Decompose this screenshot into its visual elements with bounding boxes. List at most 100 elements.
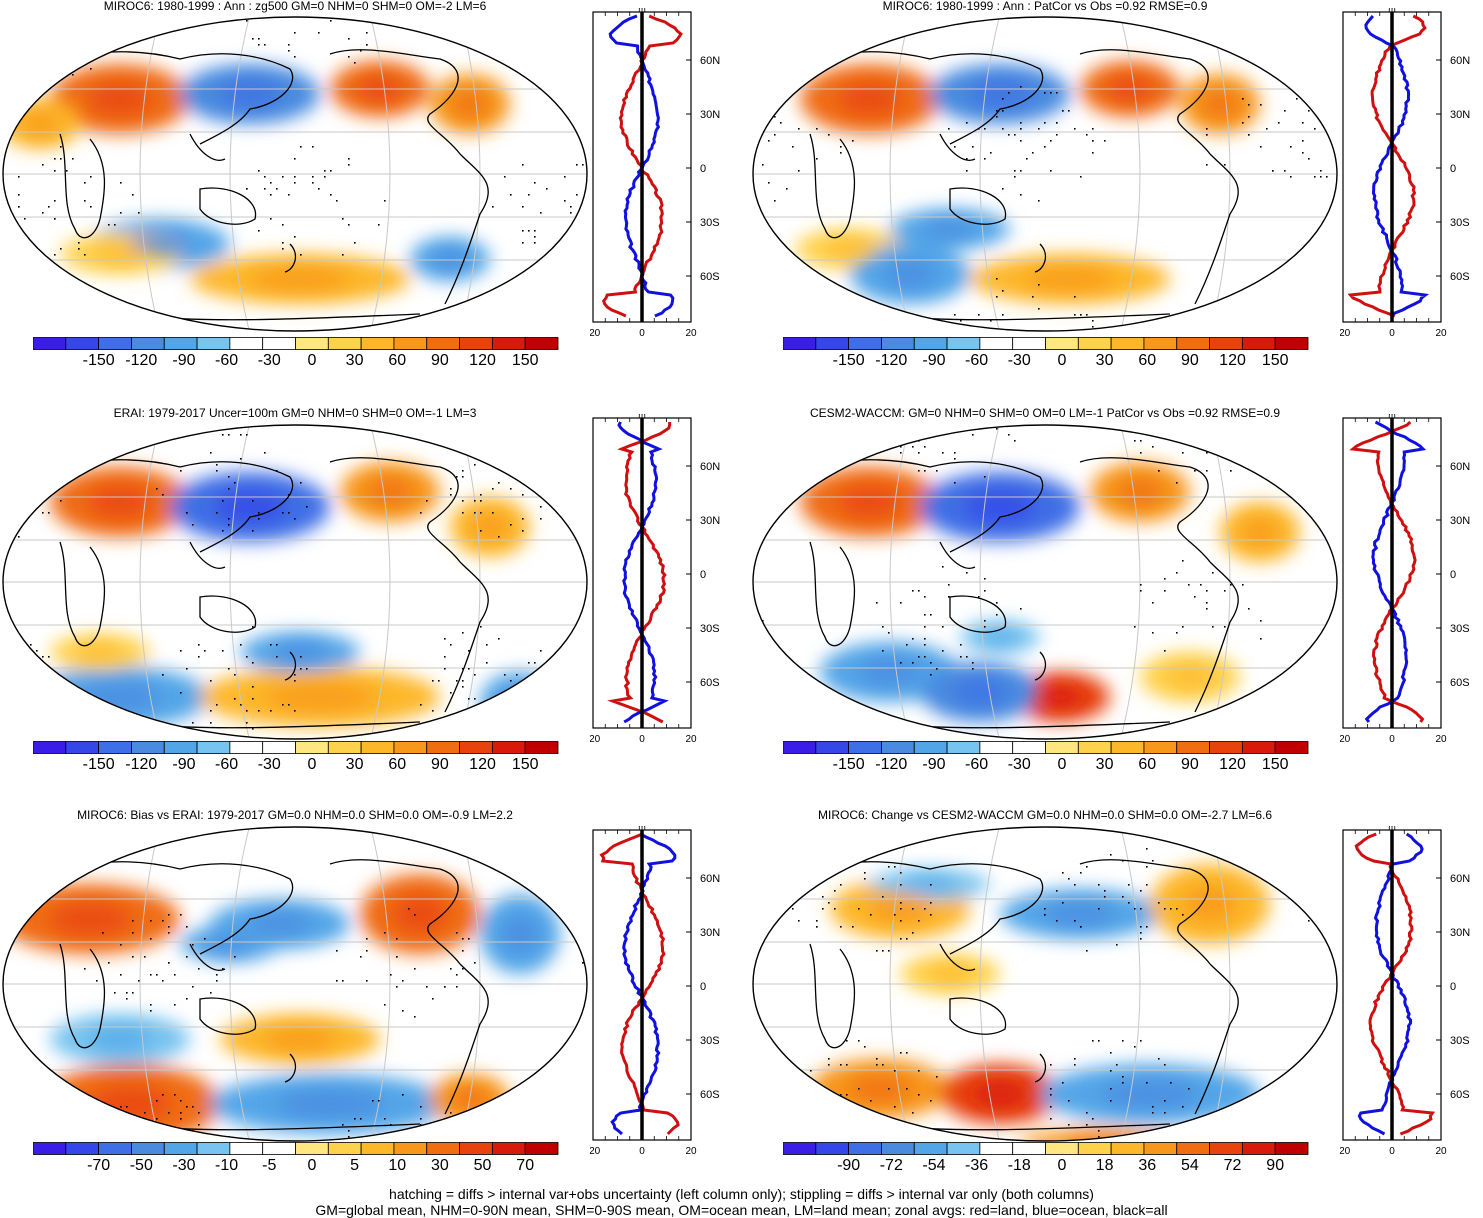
zonal-ocean-line <box>617 421 669 724</box>
zonal-x-tick-label: 0 <box>639 1146 645 1157</box>
colorbar-swatch <box>1110 1142 1145 1155</box>
colorbar-tick-label: -5 <box>262 1157 277 1174</box>
colorbar-tick-label: -90 <box>922 352 946 369</box>
colorbar-swatch <box>33 337 67 350</box>
colorbar-tick-label: -30 <box>257 352 281 369</box>
map-plot <box>2 16 588 332</box>
map-plot <box>752 424 1338 740</box>
colorbar-tick-label: -72 <box>879 1157 903 1174</box>
zonal-lat-tick-label: 0 <box>1450 981 1456 993</box>
panel-title: MIROC6: 1980-1999 : Ann : PatCor vs Obs … <box>882 0 1208 13</box>
zonal-units-label: m <box>638 8 646 14</box>
colorbar-swatch <box>295 337 329 350</box>
zonal-x-tick-label: 20 <box>1435 328 1447 339</box>
zonal-x-tick-label: 20 <box>685 734 697 745</box>
colorbar-swatch <box>262 741 296 754</box>
colorbar-swatch <box>426 741 460 754</box>
colorbar-swatch <box>1012 741 1046 754</box>
map-plot <box>752 826 1338 1142</box>
colorbar-swatch <box>33 741 67 754</box>
colorbar-swatch <box>262 337 296 350</box>
colorbar-tick-label: 60 <box>388 352 407 369</box>
zonal-land-line <box>599 832 680 1136</box>
colorbar-swatch <box>1176 1142 1210 1155</box>
colorbar-swatch <box>815 337 850 350</box>
colorbar-swatch <box>815 741 850 754</box>
colorbar <box>33 337 559 350</box>
zonal-lat-tick-label: 60S <box>700 1089 720 1101</box>
colorbar <box>783 1142 1309 1155</box>
footer-note-1: hatching = diffs > internal var+obs unce… <box>389 1186 1094 1202</box>
colorbar-tick-label: 120 <box>469 756 496 773</box>
zonal-mean-plot: m -20 0 20 60N 30N 0 30S 60S <box>590 414 720 745</box>
zonal-x-tick-label: 0 <box>639 328 645 339</box>
colorbar-tick-label: 30 <box>345 756 364 773</box>
colorbar-swatch <box>393 337 428 350</box>
zonal-lat-tick-label: 60N <box>700 873 720 885</box>
zonal-units-label: m <box>638 414 646 420</box>
colorbar-tick-label: 0 <box>307 756 317 773</box>
colorbar-swatch <box>1077 1142 1112 1155</box>
zonal-x-tick-label: -20 <box>1340 734 1351 745</box>
colorbar-tick-label: 0 <box>1057 352 1067 369</box>
colorbar-swatch <box>1274 337 1309 350</box>
colorbar-tick-label: 90 <box>430 756 449 773</box>
colorbar-swatch <box>1241 741 1276 754</box>
zonal-lat-tick-label: 30S <box>700 217 720 229</box>
zonal-lat-tick-label: 30N <box>700 515 720 527</box>
colorbar-swatch <box>1012 337 1046 350</box>
colorbar-tick-label: 90 <box>1266 1157 1285 1174</box>
zonal-land-line <box>1354 832 1436 1136</box>
zonal-x-tick-label: 0 <box>1389 328 1395 339</box>
colorbar-tick-label: -90 <box>172 756 196 773</box>
zonal-lat-tick-label: 60S <box>700 271 720 283</box>
panel-title: MIROC6: Bias vs ERAI: 1979-2017 GM=0.0 N… <box>77 808 513 822</box>
zonal-x-tick-label: -20 <box>1340 328 1351 339</box>
colorbar-tick-label: 120 <box>1219 756 1246 773</box>
colorbar-swatch <box>881 741 915 754</box>
zonal-lat-tick-label: 0 <box>700 981 706 993</box>
colorbar-swatch <box>783 1142 817 1155</box>
colorbar-tick-label: -120 <box>125 756 158 773</box>
zonal-x-tick-label: -20 <box>1340 1146 1351 1157</box>
colorbar-swatch <box>459 741 493 754</box>
colorbar-swatch <box>815 1142 850 1155</box>
zonal-lat-tick-label: 60N <box>1450 873 1470 885</box>
zonal-lat-tick-label: 0 <box>1450 163 1456 175</box>
colorbar-swatch <box>848 741 882 754</box>
colorbar-tick-label: 60 <box>1138 756 1157 773</box>
zonal-mean-plot: m -20 0 20 60N 30N 0 30S 60S <box>590 826 720 1157</box>
panel-title: ERAI: 1979-2017 Uncer=100m GM=0 NHM=0 SH… <box>113 406 477 420</box>
colorbar-tick-label: -36 <box>965 1157 989 1174</box>
zonal-lat-tick-label: 0 <box>1450 569 1456 581</box>
colorbar-swatch <box>98 1142 132 1155</box>
colorbar-swatch <box>491 1142 526 1155</box>
zonal-lat-tick-label: 30N <box>1450 109 1470 121</box>
colorbar-tick-label: 30 <box>430 1157 449 1174</box>
colorbar-tick-label: 150 <box>511 756 539 773</box>
colorbar-swatch <box>1274 741 1309 754</box>
colorbar-tick-label: 70 <box>516 1157 535 1174</box>
zonal-land-line <box>1349 420 1425 723</box>
colorbar-swatch <box>913 741 948 754</box>
colorbar-swatch <box>98 741 132 754</box>
colorbar-tick-label: 90 <box>1180 352 1199 369</box>
zonal-land-line <box>607 421 672 724</box>
zonal-units-label: m <box>1388 414 1396 420</box>
colorbar-swatch <box>1241 337 1276 350</box>
colorbar-tick-label: -60 <box>965 756 989 773</box>
zonal-ocean-line <box>1364 420 1427 723</box>
colorbar-swatch <box>946 337 981 350</box>
colorbar-swatch <box>360 337 395 350</box>
zonal-lat-tick-label: 30S <box>700 623 720 635</box>
zonal-lat-tick-label: 30N <box>1450 515 1470 527</box>
colorbar-tick-label: 36 <box>1138 1157 1157 1174</box>
colorbar-swatch <box>131 741 165 754</box>
zonal-lat-tick-label: 0 <box>700 569 706 581</box>
zonal-ocean-line <box>1364 15 1430 318</box>
colorbar-swatch <box>491 741 526 754</box>
colorbar-swatch <box>393 741 428 754</box>
colorbar-swatch <box>783 337 817 350</box>
colorbar-tick-label: 60 <box>1138 352 1157 369</box>
colorbar-tick-label: 30 <box>345 352 364 369</box>
